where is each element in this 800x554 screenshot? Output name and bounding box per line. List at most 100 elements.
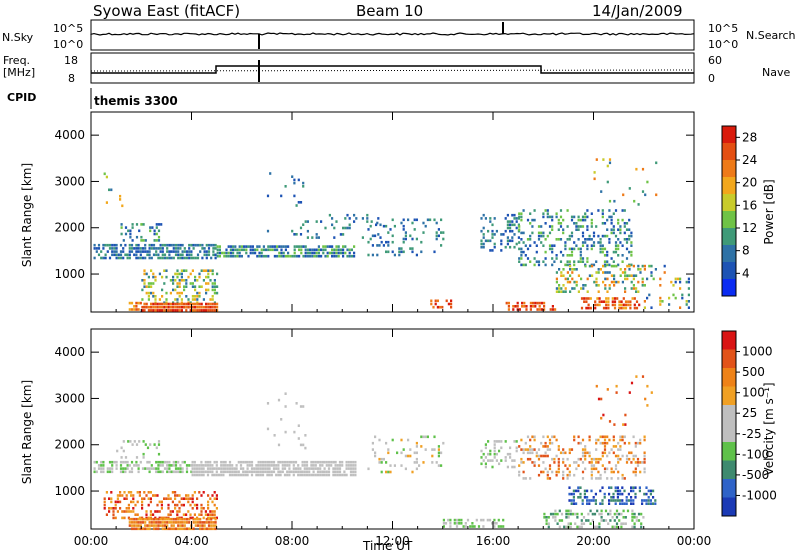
power-cell	[491, 223, 494, 227]
velocity-cell	[442, 518, 445, 522]
power-cell	[584, 241, 587, 244]
velocity-cell	[111, 470, 114, 474]
velocity-cell	[155, 524, 158, 527]
velocity-cell	[200, 464, 203, 467]
velocity-cell	[137, 517, 140, 521]
power-cell	[212, 250, 215, 253]
power-cell	[213, 282, 216, 285]
power-cell	[575, 280, 578, 284]
power-cell	[185, 250, 189, 253]
velocity-cell	[620, 522, 623, 525]
power-cell	[579, 257, 582, 260]
power-cell	[313, 248, 316, 252]
velocity-cell	[147, 503, 150, 507]
velocity-cell	[378, 457, 381, 461]
velocity-cell	[105, 491, 108, 494]
power-cell	[626, 264, 629, 268]
velocity-cell	[312, 473, 315, 477]
velocity-cell	[257, 470, 260, 474]
freq-label-line2: [MHz]	[3, 66, 36, 79]
power-cell	[209, 305, 212, 309]
velocity-cell	[310, 464, 313, 467]
power-cell	[207, 253, 211, 257]
velocity-cell	[506, 452, 509, 456]
power-cell	[617, 228, 620, 231]
colorbar-swatch	[722, 349, 736, 368]
velocity-cell	[544, 441, 547, 445]
velocity-cell	[524, 477, 527, 480]
power-cell	[630, 280, 633, 284]
velocity-cell	[172, 524, 175, 527]
power-cell	[542, 231, 545, 235]
velocity-cell	[188, 527, 191, 531]
velocity-cell	[573, 461, 576, 464]
power-cell	[183, 269, 186, 272]
power-cell	[582, 284, 585, 287]
power-cell	[129, 232, 132, 236]
power-cell	[163, 282, 166, 285]
velocity-cell	[215, 516, 218, 520]
velocity-cell	[321, 460, 324, 464]
velocity-cell	[242, 470, 245, 474]
power-cell	[607, 297, 610, 300]
power-cell	[532, 305, 535, 308]
velocity-cell	[157, 443, 161, 446]
power-cell	[185, 256, 189, 260]
velocity-cell	[548, 464, 552, 467]
velocity-cell	[154, 494, 157, 497]
velocity-cell	[112, 507, 115, 510]
power-cell	[139, 253, 142, 257]
velocity-cell	[144, 443, 147, 446]
velocity-cell	[209, 513, 212, 516]
power-cell	[328, 213, 331, 217]
power-cell	[157, 229, 161, 233]
power-cell	[544, 257, 547, 260]
power-cell	[243, 245, 246, 248]
power-cell	[201, 247, 204, 250]
power-cell	[150, 269, 153, 272]
power-cell	[586, 225, 589, 228]
velocity-cell	[595, 467, 598, 471]
power-cell	[240, 248, 243, 252]
velocity-cell	[168, 527, 171, 531]
velocity-cell	[489, 452, 492, 456]
power-cell	[276, 248, 279, 252]
velocity-cell	[319, 470, 322, 474]
power-cell	[178, 282, 181, 285]
velocity-cell	[542, 470, 545, 474]
velocity-cell	[616, 496, 619, 499]
velocity-cell	[592, 496, 595, 499]
velocity-cell	[192, 521, 195, 524]
velocity-cell	[116, 500, 119, 504]
power-cell	[429, 218, 432, 222]
power-cell	[555, 287, 558, 290]
power-cell	[234, 245, 237, 248]
power-cell	[591, 274, 594, 277]
velocity-cell	[116, 494, 119, 497]
power-cell	[584, 264, 587, 268]
power-cell	[586, 277, 589, 281]
power-cell	[295, 245, 298, 248]
power-cell	[570, 250, 574, 254]
velocity-cell	[634, 454, 637, 458]
x-tick-label: 08:00	[275, 534, 310, 548]
power-cell	[625, 257, 629, 260]
velocity-cell	[122, 460, 125, 464]
colorbar-tick-label: 4	[742, 266, 750, 280]
velocity-cell	[617, 477, 620, 480]
power-cell	[147, 305, 150, 309]
velocity-cell	[288, 470, 291, 474]
power-cell	[141, 279, 144, 282]
velocity-cell	[426, 435, 429, 439]
power-cell	[613, 303, 617, 307]
velocity-cell	[466, 518, 470, 522]
power-cell	[122, 239, 125, 242]
power-cell	[571, 277, 574, 281]
power-cell	[513, 213, 516, 217]
velocity-cell	[141, 521, 145, 524]
power-cell	[155, 253, 158, 257]
power-cell	[238, 251, 241, 255]
velocity-cell	[146, 527, 149, 531]
velocity-cell	[194, 521, 197, 524]
power-cell	[520, 263, 523, 267]
